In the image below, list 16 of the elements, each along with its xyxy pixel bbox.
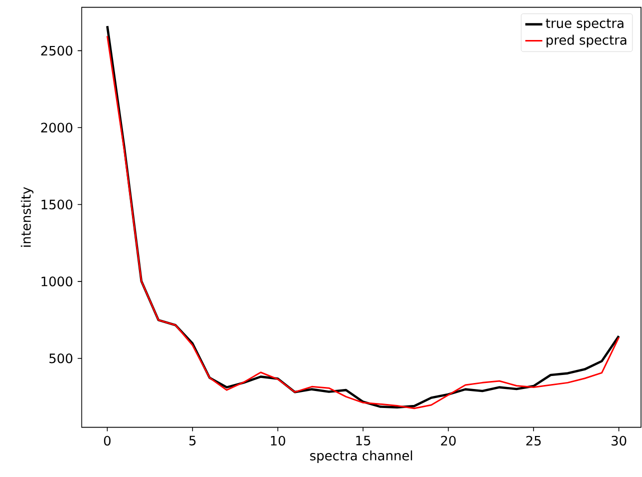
x-axis-title: spectra channel	[310, 450, 412, 463]
y-tick-label: 1500	[42, 200, 72, 210]
x-tick-label: 20	[441, 436, 456, 446]
x-tick-label: 30	[612, 436, 626, 446]
y-tick-label: 1000	[42, 276, 72, 286]
x-tick-label: 10	[270, 436, 286, 446]
legend-label: true spectra	[546, 18, 624, 31]
x-tick-label: 5	[189, 436, 196, 446]
x-tick-label: 0	[104, 436, 111, 446]
y-tick-label: 2000	[41, 122, 72, 133]
y-axis-title: intenstity	[20, 187, 34, 247]
legend-label: pred spectra	[546, 34, 626, 48]
x-tick-label: 15	[356, 436, 370, 446]
y-tick-label: 500	[49, 353, 72, 364]
x-tick-label: 25	[526, 436, 541, 446]
y-tick-label: 2500	[41, 46, 72, 56]
